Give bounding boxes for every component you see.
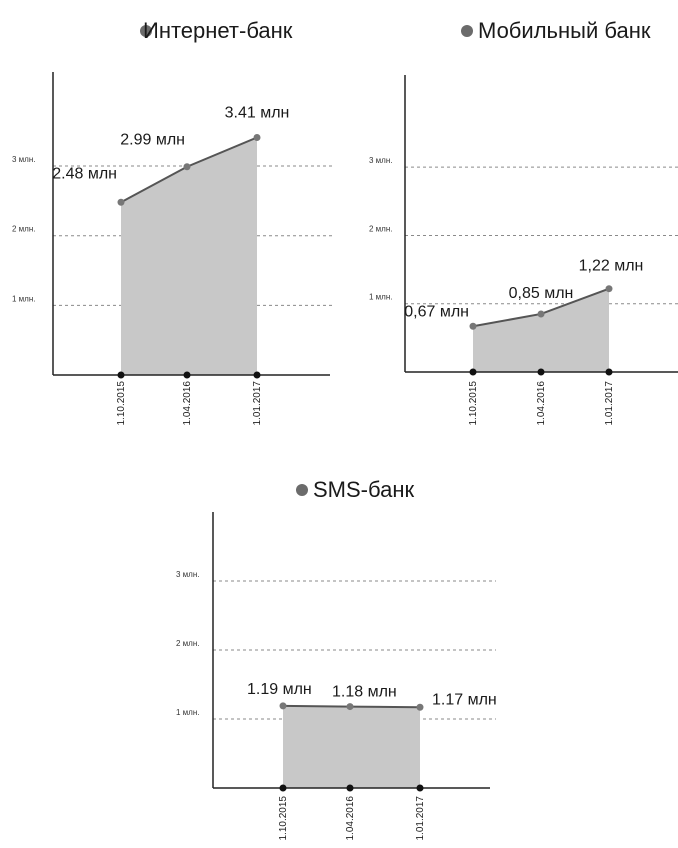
data-point xyxy=(605,285,613,293)
area-fill xyxy=(121,137,257,375)
data-point xyxy=(537,310,545,318)
data-point xyxy=(279,702,287,710)
data-label: 3.41 млн xyxy=(225,104,290,121)
area-fill xyxy=(283,705,420,788)
x-tick-marker xyxy=(416,784,424,792)
x-tick-label: 1.10.2015 xyxy=(468,381,479,426)
data-point xyxy=(469,322,477,330)
y-tick-label: 2 млн. xyxy=(176,639,199,648)
data-point xyxy=(183,163,191,171)
y-tick-label: 1 млн. xyxy=(12,294,35,303)
y-tick-label: 2 млн. xyxy=(12,225,35,234)
data-point xyxy=(346,703,354,711)
data-point xyxy=(253,133,261,141)
x-tick-marker xyxy=(183,371,191,379)
x-tick-label: 1.01.2017 xyxy=(252,381,263,426)
x-tick-marker xyxy=(279,784,287,792)
data-point xyxy=(416,703,424,711)
x-tick-marker xyxy=(253,371,261,379)
y-tick-label: 3 млн. xyxy=(176,570,199,579)
legend-dot-icon xyxy=(140,25,152,37)
x-tick-label: 1.01.2017 xyxy=(604,381,615,426)
data-point xyxy=(117,198,125,206)
data-label: 2.99 млн xyxy=(120,132,185,149)
data-label: 2.48 млн xyxy=(52,165,117,182)
data-label: 0,67 млн xyxy=(404,303,469,320)
data-label: 1.17 млн xyxy=(432,691,497,708)
x-tick-marker xyxy=(469,368,477,376)
x-tick-label: 1.04.2016 xyxy=(345,796,356,841)
area-fill xyxy=(473,288,609,372)
x-tick-marker xyxy=(605,368,613,376)
chart-title: Интернет-банк xyxy=(143,18,293,43)
data-label: 1.19 млн xyxy=(247,681,312,698)
y-tick-label: 1 млн. xyxy=(369,293,392,302)
y-tick-label: 1 млн. xyxy=(176,708,199,717)
y-tick-label: 3 млн. xyxy=(12,155,35,164)
x-tick-marker xyxy=(346,784,354,792)
x-tick-label: 1.10.2015 xyxy=(116,381,127,426)
chart-title: SMS-банк xyxy=(313,477,414,502)
legend-dot-icon xyxy=(296,484,308,496)
x-tick-marker xyxy=(117,371,125,379)
x-tick-label: 1.04.2016 xyxy=(182,381,193,426)
y-tick-label: 3 млн. xyxy=(369,156,392,165)
x-tick-marker xyxy=(537,368,545,376)
data-label: 1.18 млн xyxy=(332,684,397,701)
y-tick-label: 2 млн. xyxy=(369,224,392,233)
chart-title: Мобильный банк xyxy=(478,18,651,43)
x-tick-label: 1.04.2016 xyxy=(536,381,547,426)
data-label: 1,22 млн xyxy=(579,258,644,275)
data-label: 0,85 млн xyxy=(509,285,574,302)
legend-dot-icon xyxy=(461,25,473,37)
x-tick-label: 1.10.2015 xyxy=(278,796,289,841)
x-tick-label: 1.01.2017 xyxy=(415,796,426,841)
